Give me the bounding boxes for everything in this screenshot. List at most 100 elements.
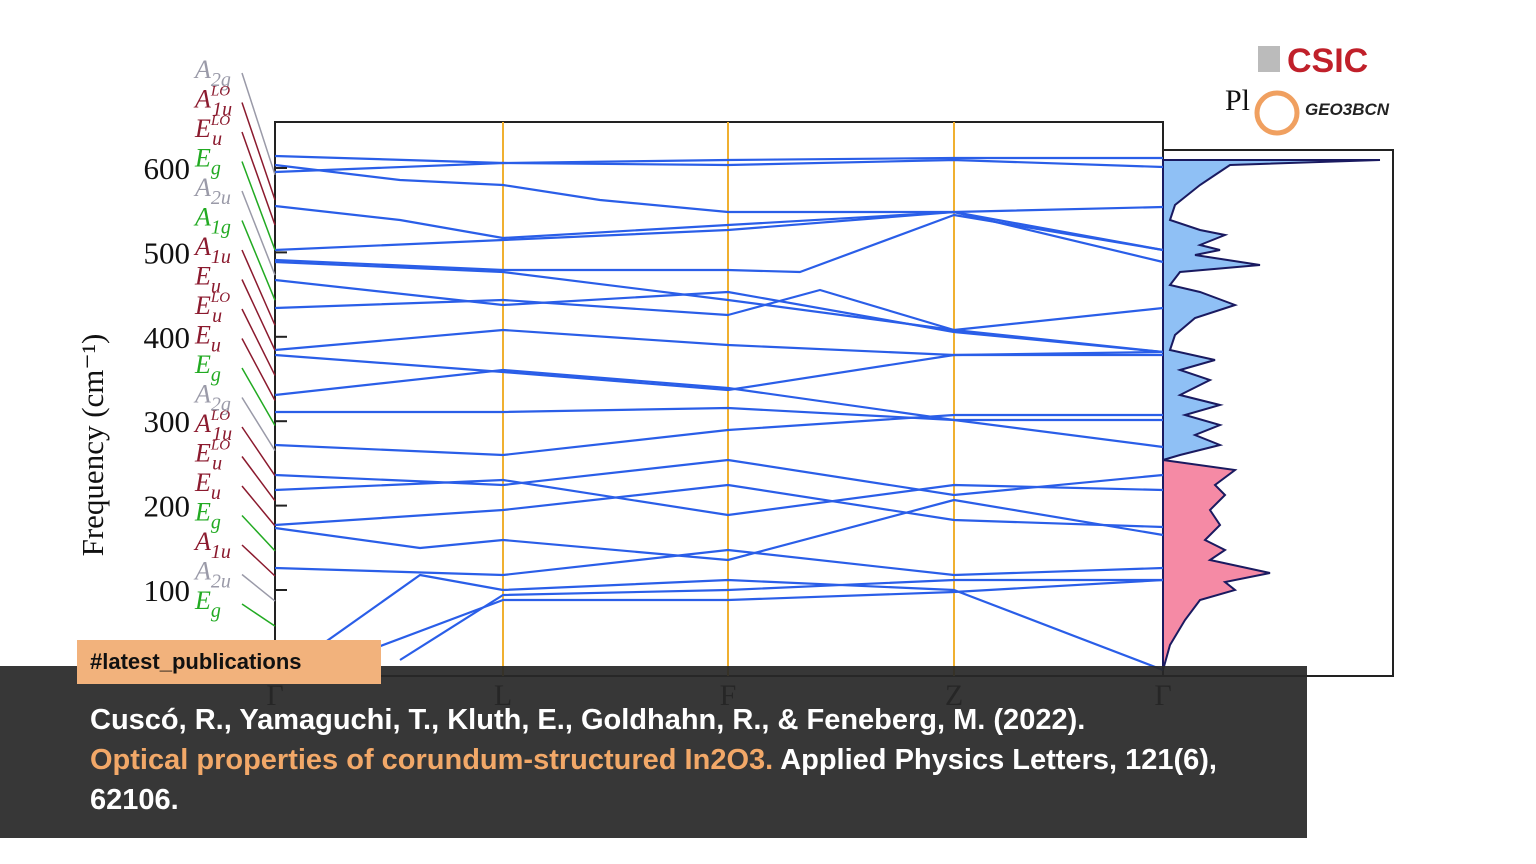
mode-sub: u [211, 482, 221, 504]
mode-symbol: A [193, 55, 211, 84]
geo3bcn-logo: GEO3BCN [1254, 90, 1390, 136]
mode-connector [241, 544, 276, 577]
mode-sub: 2u [211, 187, 231, 209]
mode-symbol: E [194, 586, 211, 615]
mode-symbol: E [194, 350, 211, 379]
mode-sub: u [211, 335, 221, 357]
mode-sub: u [212, 453, 222, 475]
y-tick-label: 500 [144, 235, 191, 270]
mode-symbol: E [194, 262, 211, 291]
mode-sup: LO [210, 113, 230, 129]
authors: Cuscó, R., Yamaguchi, T., Kluth, E., Gol… [90, 704, 1086, 736]
mode-sup: LO [210, 84, 230, 100]
mode-connector [241, 72, 276, 176]
mode-connector [241, 279, 276, 351]
mode-label: ALO 1u [193, 84, 232, 121]
mode-symbol: A [193, 380, 211, 409]
mode-sub: u [212, 305, 222, 327]
mode-label: Eu [194, 468, 221, 504]
csic-logo: CSIC [1258, 42, 1368, 80]
mode-sup: LO [210, 290, 230, 306]
y-tick-label: 100 [144, 573, 191, 608]
mode-sub: u [212, 128, 222, 150]
mode-sub: g [211, 364, 221, 386]
mode-symbol: A [193, 527, 211, 556]
dos-blue [1162, 159, 1381, 462]
y-tick-label: 300 [144, 404, 191, 439]
mode-connector [241, 308, 276, 376]
mode-label: Eg [194, 498, 221, 534]
geo-emblem [1254, 90, 1300, 136]
mode-symbol: E [194, 321, 211, 350]
mode-label: Eg [194, 144, 221, 180]
geo-text: GEO3BCN [1305, 100, 1390, 119]
mode-connector [241, 249, 276, 326]
mode-label: Eg [194, 586, 221, 622]
mode-sub: g [211, 158, 221, 180]
mode-label: ELO u [194, 290, 230, 327]
mode-symbol: E [194, 439, 211, 468]
mode-sup: LO [210, 408, 230, 424]
mode-label: A2u [193, 557, 231, 593]
csic-emblem [1258, 46, 1280, 72]
mode-sub: 2u [211, 571, 231, 593]
mode-sub: 1u [212, 423, 232, 445]
mode-label: Eg [194, 350, 221, 386]
mode-connector [241, 426, 276, 477]
mode-label: ELO u [194, 438, 230, 475]
mode-symbol: E [194, 498, 211, 527]
mode-symbol: E [194, 144, 211, 173]
mode-connector [241, 514, 276, 552]
mode-label: Eu [194, 262, 221, 298]
dos-label: Pl [1225, 84, 1250, 117]
mode-connector [241, 102, 276, 201]
mode-sub: 1u [212, 99, 232, 121]
mode-symbol: E [194, 468, 211, 497]
journal: Applied Physics Letters, 121(6), 62106. [90, 744, 1217, 816]
mode-label: Eu [194, 321, 221, 357]
mode-sub: g [211, 600, 221, 622]
csic-text: CSIC [1287, 42, 1368, 80]
mode-label: ALO 1u [193, 408, 232, 445]
dispersion-frame [274, 121, 1164, 677]
citation: Cuscó, R., Yamaguchi, T., Kluth, E., Gol… [90, 700, 1290, 820]
mode-symbol: A [193, 409, 211, 438]
mode-label: A1u [193, 527, 231, 563]
mode-connector [241, 456, 276, 502]
mode-connector [241, 573, 276, 602]
mode-label: ELO u [194, 113, 230, 150]
mode-sup: LO [210, 438, 230, 454]
y-axis-label: Frequency (cm⁻¹) [75, 334, 110, 557]
mode-sub: 1u [211, 541, 231, 563]
mode-symbol: E [194, 114, 211, 143]
mode-connector [241, 161, 276, 251]
mode-symbol: E [194, 291, 211, 320]
dos-pink [1162, 458, 1271, 671]
tag: #latest_publications [77, 640, 381, 684]
mode-sub: u [211, 276, 221, 298]
caption-box [0, 666, 1307, 838]
mode-label: A2g [193, 55, 231, 91]
mode-connector [241, 131, 276, 226]
mode-sub: 1u [211, 246, 231, 268]
mode-connector [241, 220, 276, 301]
paper-title: Optical properties of corundum-structure… [90, 744, 774, 776]
mode-symbol: A [193, 173, 211, 202]
mode-connector [241, 485, 276, 527]
mode-sub: g [211, 512, 221, 534]
mode-symbol: A [193, 232, 211, 261]
mode-connector [241, 367, 276, 426]
mode-sub: 2g [211, 394, 231, 416]
y-tick-label: 200 [144, 489, 191, 524]
y-tick-label: 600 [144, 151, 191, 186]
mode-sub: 1g [211, 217, 231, 239]
mode-symbol: A [193, 85, 211, 114]
mode-connector [241, 338, 276, 401]
mode-connector [241, 603, 276, 627]
y-ticks: 600 500 400 300 200 100 [144, 151, 287, 608]
mode-symbol: A [193, 557, 211, 586]
mode-label: A2u [193, 173, 231, 209]
